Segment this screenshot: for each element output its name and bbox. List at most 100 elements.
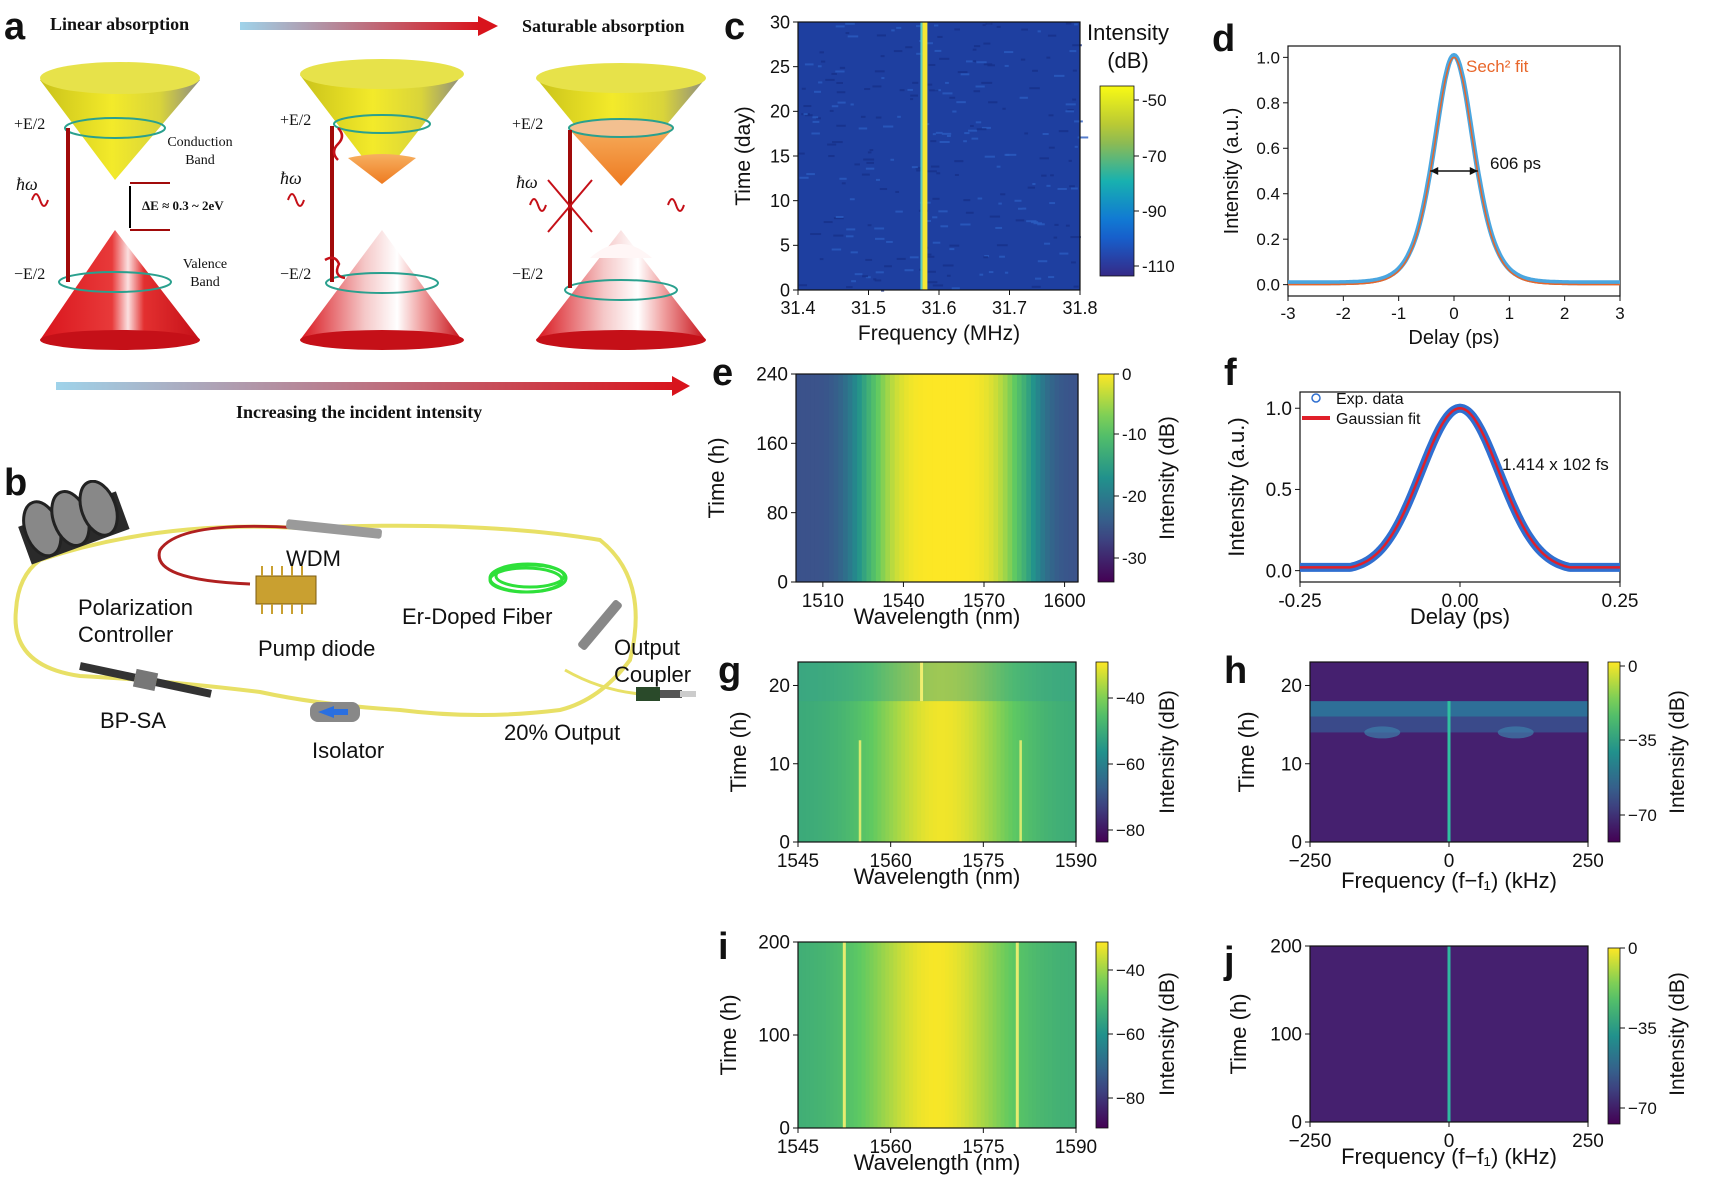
colorbar-tick-label: −60 bbox=[1116, 1025, 1145, 1044]
colorbar-tick-label: 0 bbox=[1628, 657, 1637, 676]
noise-cell bbox=[964, 132, 970, 135]
noise-cell bbox=[891, 29, 895, 32]
colorbar-tick-label: -20 bbox=[1122, 487, 1147, 506]
heatmap-column bbox=[1032, 942, 1037, 1128]
heatmap-column bbox=[917, 942, 922, 1128]
noise-cell bbox=[926, 255, 935, 258]
noise-cell bbox=[926, 170, 937, 173]
heatmap-column bbox=[1031, 374, 1037, 582]
heatmap-column bbox=[825, 662, 831, 842]
colorbar bbox=[1099, 85, 1135, 277]
heatmap-column bbox=[1026, 374, 1032, 582]
noise-cell bbox=[1058, 130, 1069, 133]
sideband-right bbox=[1015, 942, 1019, 1128]
heatmap-column bbox=[1024, 662, 1029, 842]
y-tick-label: 0 bbox=[779, 833, 790, 854]
heatmap-column bbox=[809, 942, 815, 1128]
heatmap-column bbox=[869, 942, 875, 1128]
heatmap-column bbox=[829, 942, 835, 1128]
upper-band bbox=[798, 662, 1076, 702]
y-tick-label: 1.0 bbox=[1266, 399, 1292, 420]
noise-cell bbox=[893, 50, 903, 53]
plot-frame bbox=[795, 373, 1079, 583]
noise-cell bbox=[949, 248, 955, 251]
panel-a-left-title: Linear absorption bbox=[50, 14, 190, 34]
noise-cell bbox=[819, 51, 824, 54]
noise-cell bbox=[1017, 207, 1023, 210]
heatmap-column bbox=[1048, 662, 1053, 842]
x-tick-label: 1575 bbox=[962, 851, 1004, 872]
noise-cell bbox=[831, 105, 839, 108]
y-axis-label: Time (h) bbox=[716, 994, 741, 1075]
label-output-20: 20% Output bbox=[504, 720, 621, 745]
gaussian-fit-curve bbox=[1300, 406, 1620, 569]
heatmap-column bbox=[984, 662, 990, 842]
noise-cell bbox=[963, 199, 971, 202]
noise-cell bbox=[1002, 107, 1006, 110]
noise-cell bbox=[860, 115, 866, 118]
colorbar-tick-label: −40 bbox=[1116, 689, 1145, 708]
noise-cell bbox=[817, 65, 822, 68]
noise-cell bbox=[835, 70, 845, 73]
noise-cell bbox=[1070, 236, 1081, 239]
y-tick-label: 25 bbox=[770, 57, 790, 77]
minus-e2-label-3: −E/2 bbox=[512, 266, 544, 283]
noise-cell bbox=[999, 255, 1005, 258]
heatmap-column bbox=[964, 942, 970, 1128]
noise-cell bbox=[976, 61, 987, 64]
heatmap-column bbox=[857, 374, 863, 582]
noise-cell bbox=[1004, 51, 1014, 54]
minus-e2-label-1: −E/2 bbox=[14, 266, 46, 283]
noise-cell bbox=[851, 280, 856, 283]
noise-cell bbox=[873, 278, 877, 281]
heatmap-column bbox=[972, 662, 978, 842]
heatmap-column bbox=[1060, 942, 1065, 1128]
label-bp-sa: BP-SA bbox=[100, 708, 167, 733]
panel-b-laser-diagram bbox=[13, 480, 696, 722]
heatmap-column bbox=[909, 942, 914, 1128]
heatmap-column bbox=[798, 942, 803, 1128]
noise-cell bbox=[924, 253, 932, 256]
noise-cell bbox=[916, 52, 924, 55]
noise-cell bbox=[1020, 58, 1026, 61]
heatmap-column bbox=[813, 662, 819, 842]
noise-cell bbox=[1049, 202, 1056, 205]
plot-frame bbox=[1299, 391, 1621, 583]
noise-cell bbox=[884, 265, 892, 268]
noise-cell bbox=[841, 182, 846, 185]
x-tick-label: 250 bbox=[1572, 851, 1604, 872]
colorbar-tick-label: -50 bbox=[1142, 91, 1167, 110]
noise-cell bbox=[854, 273, 863, 276]
x-tick-label: 1560 bbox=[870, 851, 912, 872]
heatmap-column bbox=[1000, 662, 1006, 842]
noise-cell bbox=[1073, 285, 1079, 288]
noise-cell bbox=[936, 172, 941, 175]
heatmap-column bbox=[921, 942, 926, 1128]
noise-cell bbox=[925, 220, 931, 223]
x-tick-label: 3 bbox=[1615, 304, 1624, 323]
noise-cell bbox=[1034, 277, 1042, 280]
heatmap-column bbox=[824, 374, 830, 582]
noise-cell bbox=[987, 64, 995, 67]
y-axis-label: Time (h) bbox=[1226, 993, 1251, 1074]
x-tick-label: -0.25 bbox=[1278, 591, 1321, 612]
noise-cell bbox=[828, 155, 835, 158]
noise-cell bbox=[949, 96, 956, 99]
noise-cell bbox=[1074, 145, 1078, 148]
colorbar bbox=[1097, 373, 1115, 583]
noise-cell bbox=[965, 211, 974, 214]
noise-cell bbox=[933, 24, 939, 27]
noise-cell bbox=[867, 151, 872, 154]
noise-cell bbox=[1048, 276, 1055, 279]
noise-cell bbox=[932, 216, 938, 219]
noise-cell bbox=[915, 167, 921, 170]
heatmap-column bbox=[921, 662, 926, 842]
heatmap-column bbox=[922, 374, 929, 582]
noise-cell bbox=[954, 173, 959, 176]
x-tick-label: 0.00 bbox=[1442, 591, 1479, 612]
noise-cell bbox=[895, 190, 900, 193]
noise-cell bbox=[1026, 220, 1037, 223]
polarization-controller bbox=[18, 480, 130, 565]
noise-cell bbox=[1048, 146, 1055, 149]
noise-cell bbox=[989, 215, 1001, 218]
